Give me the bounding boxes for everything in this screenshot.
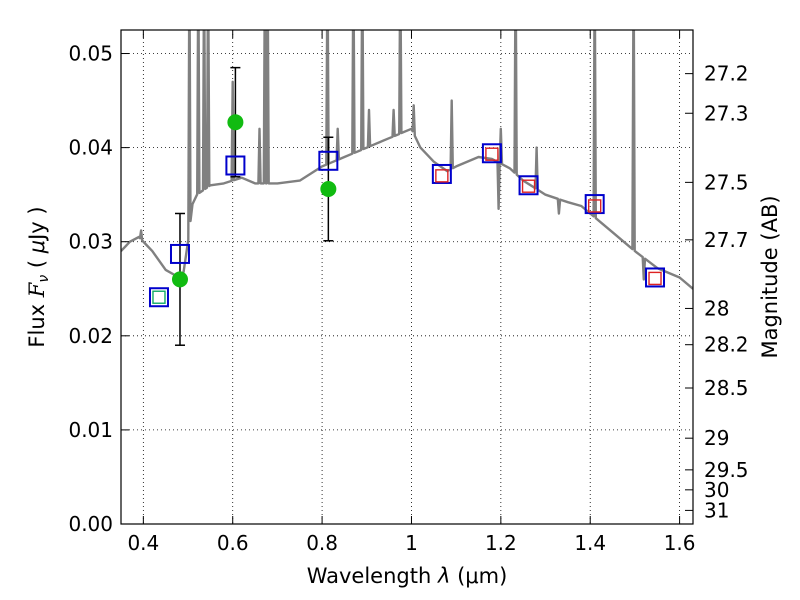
observed-point <box>171 271 188 288</box>
inner-photometry-square <box>435 169 449 183</box>
x-axis-label: Wavelength λ (μm) <box>307 564 508 588</box>
inner-photometry-square <box>485 147 499 161</box>
y2-tick-label: 30 <box>704 478 729 502</box>
y2-tick-label: 27.3 <box>704 101 749 125</box>
model-photometry-square <box>148 287 169 308</box>
x-tick-label: 0.8 <box>306 531 338 555</box>
model-photometry-square <box>225 155 246 176</box>
x-tick-label: 1.4 <box>574 531 606 555</box>
y2-tick-label: 27.5 <box>704 170 749 194</box>
y2-tick-label: 31 <box>704 498 729 522</box>
y-tick-label: 0.01 <box>68 418 113 442</box>
observed-point <box>227 114 244 131</box>
inner-photometry-square <box>648 271 662 286</box>
x-tick-label: 1.6 <box>664 531 696 555</box>
y2-tick-label: 27.7 <box>704 228 749 252</box>
y-tick-label: 0.00 <box>68 512 113 536</box>
y2-tick-label: 29 <box>704 426 729 450</box>
y2-tick-label: 29.5 <box>704 458 749 482</box>
model-photometry-square <box>431 163 452 184</box>
y2-tick-label: 28.2 <box>704 333 749 357</box>
inner-photometry-square <box>521 179 536 193</box>
sed-model-line <box>121 30 693 290</box>
inner-photometry-square <box>587 199 602 213</box>
observed-point <box>320 181 337 198</box>
model-photometry-square <box>169 243 190 264</box>
plot-frame <box>120 29 694 525</box>
x-tick-label: 0.6 <box>217 531 249 555</box>
y-tick-label: 0.05 <box>68 42 113 66</box>
x-tick-label: 1.2 <box>485 531 517 555</box>
model-photometry-square <box>481 143 502 164</box>
plot-area <box>121 30 693 346</box>
y2-axis-label: Magnitude (AB) <box>758 195 782 358</box>
x-tick-label: 0.4 <box>127 531 159 555</box>
inner-photometry-square <box>152 290 166 304</box>
y-tick-label: 0.03 <box>68 230 113 254</box>
model-photometry-square <box>584 194 605 215</box>
axis-ticks: 0.4 0.6 0.8 1 1.2 1.4 1.6 0.00 0.01 0.02 0.03 0.04 0… <box>68 30 749 555</box>
y-tick-label: 0.02 <box>68 324 113 348</box>
y-tick-label: 0.04 <box>68 136 113 160</box>
y2-tick-label: 27.2 <box>704 62 749 86</box>
x-tick-label: 1 <box>405 531 418 555</box>
y-axis-label: Flux Fν ( μJy ) <box>25 206 52 347</box>
y2-tick-label: 28 <box>704 296 729 320</box>
y2-tick-label: 28.5 <box>704 376 749 400</box>
model-photometry-square <box>318 150 339 171</box>
model-photometry-square <box>518 175 539 196</box>
model-photometry-square <box>645 267 666 288</box>
